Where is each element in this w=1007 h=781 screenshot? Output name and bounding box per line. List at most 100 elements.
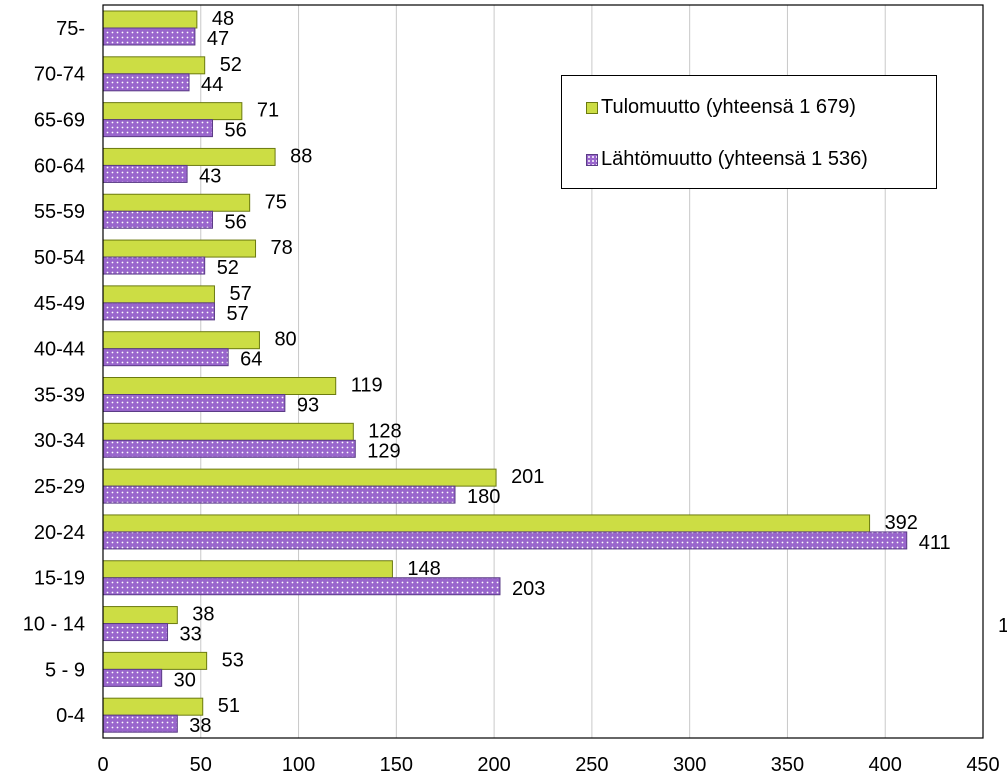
bar-lahtomuutto bbox=[102, 119, 214, 138]
bar-tulomuutto bbox=[102, 331, 260, 350]
value-label-tulomuutto: 78 bbox=[271, 237, 293, 259]
bar-tulomuutto bbox=[102, 285, 215, 304]
plot-area-frame bbox=[102, 4, 984, 739]
value-label-lahtomuutto: 64 bbox=[240, 349, 262, 371]
bar-lahtomuutto bbox=[102, 577, 501, 596]
value-labels: 4847524471568843755678525757806411993128… bbox=[174, 8, 951, 737]
x-tick-label: 350 bbox=[771, 754, 804, 776]
value-label-lahtomuutto: 52 bbox=[217, 257, 239, 279]
bar-lahtomuutto bbox=[102, 485, 456, 504]
legend-item-tulomuutto: Tulomuutto (yhteensä 1 679) bbox=[586, 96, 856, 119]
value-label-tulomuutto: 48 bbox=[212, 8, 234, 30]
bar-lahtomuutto bbox=[102, 714, 178, 733]
bar-lahtomuutto bbox=[102, 256, 206, 275]
y-tick-label: 20-24 bbox=[34, 522, 85, 544]
bar-tulomuutto bbox=[102, 606, 178, 625]
legend-item-lahtomuutto: Lähtömuutto (yhteensä 1 536) bbox=[586, 148, 868, 171]
bar-tulomuutto bbox=[102, 147, 276, 166]
legend: Tulomuutto (yhteensä 1 679) Lähtömuutto … bbox=[561, 75, 937, 189]
value-label-tulomuutto: 52 bbox=[220, 54, 242, 76]
stray-label: 1 bbox=[998, 615, 1007, 637]
y-tick-label: 30-34 bbox=[34, 430, 85, 452]
bar-tulomuutto bbox=[102, 697, 204, 716]
value-label-lahtomuutto: 129 bbox=[367, 440, 400, 462]
x-tick-label: 250 bbox=[575, 754, 608, 776]
value-label-lahtomuutto: 43 bbox=[199, 165, 221, 187]
value-label-tulomuutto: 80 bbox=[274, 329, 296, 351]
y-tick-label: 35-39 bbox=[34, 384, 85, 406]
value-label-tulomuutto: 88 bbox=[290, 145, 312, 167]
value-label-tulomuutto: 75 bbox=[265, 191, 287, 213]
value-label-lahtomuutto: 203 bbox=[512, 578, 545, 600]
value-label-tulomuutto: 38 bbox=[192, 604, 214, 626]
value-label-lahtomuutto: 30 bbox=[174, 669, 196, 691]
value-label-lahtomuutto: 56 bbox=[225, 211, 247, 233]
bar-lahtomuutto bbox=[102, 394, 286, 412]
bar-tulomuutto bbox=[102, 239, 257, 258]
value-label-tulomuutto: 57 bbox=[229, 283, 251, 305]
value-label-tulomuutto: 128 bbox=[368, 420, 401, 442]
legend-label-lahtomuutto: Lähtömuutto (yhteensä 1 536) bbox=[601, 148, 868, 170]
bar-lahtomuutto bbox=[102, 210, 214, 229]
legend-swatch-tulomuutto bbox=[586, 101, 598, 114]
value-label-lahtomuutto: 56 bbox=[225, 120, 247, 142]
value-label-lahtomuutto: 93 bbox=[297, 395, 319, 417]
y-tick-label: 65-69 bbox=[34, 110, 85, 132]
y-tick-label: 0-4 bbox=[56, 705, 85, 727]
bar-tulomuutto bbox=[102, 560, 393, 579]
bar-tulomuutto bbox=[102, 193, 251, 212]
y-tick-label: 10 - 14 bbox=[23, 613, 85, 635]
x-tick-label: 100 bbox=[282, 754, 315, 776]
bar-lahtomuutto bbox=[102, 668, 163, 687]
value-label-tulomuutto: 392 bbox=[885, 512, 918, 534]
x-tick-label: 50 bbox=[190, 754, 212, 776]
y-tick-label: 70-74 bbox=[34, 64, 85, 86]
bar-tulomuutto bbox=[102, 468, 497, 487]
bar-lahtomuutto bbox=[102, 73, 190, 92]
bar-tulomuutto bbox=[102, 102, 243, 121]
y-tick-label: 75- bbox=[56, 18, 85, 40]
x-tick-label: 400 bbox=[869, 754, 902, 776]
value-label-tulomuutto: 71 bbox=[257, 100, 279, 122]
legend-label-tulomuutto: Tulomuutto (yhteensä 1 679) bbox=[601, 96, 856, 118]
bar-tulomuutto bbox=[102, 377, 337, 395]
bar-lahtomuutto bbox=[102, 531, 908, 550]
legend-swatch-lahtomuutto bbox=[586, 153, 598, 166]
x-tick-label: 0 bbox=[97, 754, 108, 776]
value-label-lahtomuutto: 180 bbox=[467, 486, 500, 508]
value-label-lahtomuutto: 57 bbox=[226, 303, 248, 325]
y-tick-label: 60-64 bbox=[34, 155, 85, 177]
x-tick-label: 300 bbox=[673, 754, 706, 776]
x-tick-label: 150 bbox=[380, 754, 413, 776]
bar-tulomuutto bbox=[102, 651, 208, 670]
bar-lahtomuutto bbox=[102, 164, 188, 183]
value-label-tulomuutto: 53 bbox=[222, 649, 244, 671]
x-axis-tick-labels: 0 50 100 150 200 250 300 350 400 450 bbox=[97, 754, 999, 776]
y-tick-label: 45-49 bbox=[34, 293, 85, 315]
y-tick-label: 40-44 bbox=[34, 339, 85, 361]
value-label-lahtomuutto: 38 bbox=[189, 715, 211, 737]
value-label-lahtomuutto: 44 bbox=[201, 74, 223, 96]
bar-tulomuutto bbox=[102, 56, 206, 75]
y-axis-tick-labels: 75- 70-74 65-69 60-64 55-59 50-54 45-49 40-44 35… bbox=[23, 18, 85, 727]
bar-tulomuutto bbox=[102, 422, 354, 441]
bar-lahtomuutto bbox=[102, 439, 356, 458]
bars bbox=[102, 10, 908, 733]
bar-lahtomuutto bbox=[102, 623, 169, 642]
bar-tulomuutto bbox=[102, 514, 871, 533]
value-label-tulomuutto: 148 bbox=[407, 558, 440, 580]
x-tick-label: 200 bbox=[477, 754, 510, 776]
value-label-tulomuutto: 51 bbox=[218, 695, 240, 717]
value-label-lahtomuutto: 47 bbox=[207, 28, 229, 50]
y-tick-label: 50-54 bbox=[34, 247, 85, 269]
x-tick-label: 450 bbox=[966, 754, 999, 776]
y-tick-label: 55-59 bbox=[34, 201, 85, 223]
y-tick-label: 25-29 bbox=[34, 476, 85, 498]
value-label-lahtomuutto: 411 bbox=[919, 532, 951, 554]
value-label-lahtomuutto: 33 bbox=[180, 624, 202, 646]
bar-tulomuutto bbox=[102, 10, 198, 29]
y-tick-label: 5 - 9 bbox=[45, 659, 85, 681]
bar-lahtomuutto bbox=[102, 302, 215, 321]
value-label-tulomuutto: 119 bbox=[351, 375, 383, 397]
